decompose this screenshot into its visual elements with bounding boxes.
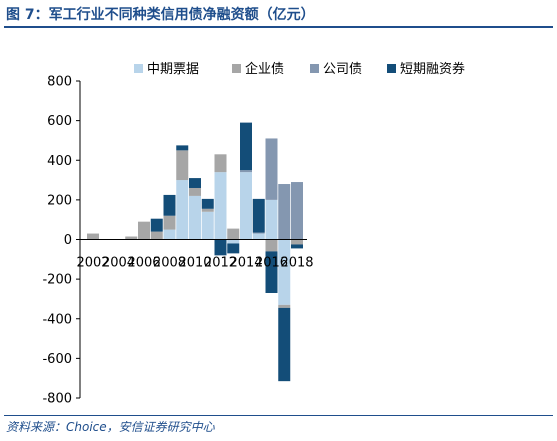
bar-2009-1 [176,150,189,181]
bar-2013-0 [227,239,240,244]
bar-2018-2 [291,182,303,240]
legend-label-3: 短期融资券 [400,61,465,77]
y-tick-label: -600 [42,352,72,367]
x-tick-label: 2014 [229,256,262,271]
bar-2013-3 [227,243,240,254]
bar-2005-1 [125,236,138,240]
x-tick-label: 2008 [153,256,186,271]
legend-label-1: 企业债 [245,61,284,77]
bar-2016-1 [265,239,278,252]
y-tick-label: 0 [64,233,72,248]
bar-2017-3 [278,307,291,382]
bar-2008-0 [163,229,176,240]
x-tick-label: 2018 [280,256,313,271]
y-tick-label: -200 [42,273,72,288]
bar-2012-1 [214,154,227,173]
x-tick-label: 2012 [204,256,237,271]
bar-2008-1 [163,215,176,230]
bar-2018-3 [291,244,303,249]
stacked-bar-chart: 中期票据 企业债 公司债 短期融资券 -800 -600 -400 -200 0 200 400 6… [42,61,465,407]
legend-label-2: 公司债 [323,62,362,77]
bar-2012-0 [214,172,227,240]
legend-swatch-2 [310,64,319,73]
bar-2013-1 [227,228,240,240]
bar-2012-3 [214,239,227,256]
legend-swatch-0 [134,64,143,73]
bar-2017-2 [278,184,291,240]
x-tick-label: 2016 [255,256,288,271]
legend-label-0: 中期票据 [147,62,199,77]
bar-2016-0 [265,199,278,240]
y-tick-label: 800 [47,75,72,90]
bar-2009-3 [176,145,189,151]
bar-2009-0 [176,180,189,240]
bar-2010-0 [189,195,201,240]
bar-2010-1 [189,187,201,196]
bar-2016-2 [265,138,278,200]
bar-2015-2 [252,232,265,234]
bar-2015-3 [252,198,265,233]
bar-2015-0 [252,233,265,240]
bar-2007-1 [150,231,163,240]
chart-title: 图 7：军工行业不同种类信用债净融资额（亿元） [6,7,315,23]
bar-2014-2 [240,170,252,173]
x-tick-label: 2006 [127,256,160,271]
bar-2011-0 [201,211,214,240]
bar-2010-3 [189,178,201,188]
legend-swatch-3 [387,64,396,73]
bar-2007-3 [150,218,163,232]
bars [87,122,303,382]
bar-2002-1 [87,233,99,240]
y-tick-label: 400 [47,154,72,169]
x-tick-label: 2002 [76,256,109,271]
source-note: 资料来源：Choice，安信证券研究中心 [6,420,215,434]
x-tick-label: 2004 [102,256,135,271]
bar-2017-1 [278,304,291,308]
bar-2014-0 [240,172,252,240]
legend: 中期票据 企业债 公司债 短期融资券 [134,61,465,77]
footer-rule [4,415,553,416]
bar-2016-3 [265,251,278,293]
legend-swatch-1 [232,64,241,73]
bar-2008-3 [163,194,176,216]
bar-2011-1 [201,208,214,212]
title-rule [4,26,553,28]
bar-2017-0 [278,239,291,305]
bar-2014-3 [240,122,252,171]
y-tick-label: -400 [42,312,72,327]
y-axis: -800 -600 -400 -200 0 200 400 600 800 [42,75,81,407]
y-tick-label: 600 [47,114,72,129]
bar-2011-3 [201,198,214,209]
bar-2006-1 [138,221,150,240]
y-tick-label: -800 [42,392,72,407]
x-tick-label: 2010 [178,256,211,271]
y-tick-label: 200 [47,193,72,208]
bar-2018-1 [291,239,303,245]
